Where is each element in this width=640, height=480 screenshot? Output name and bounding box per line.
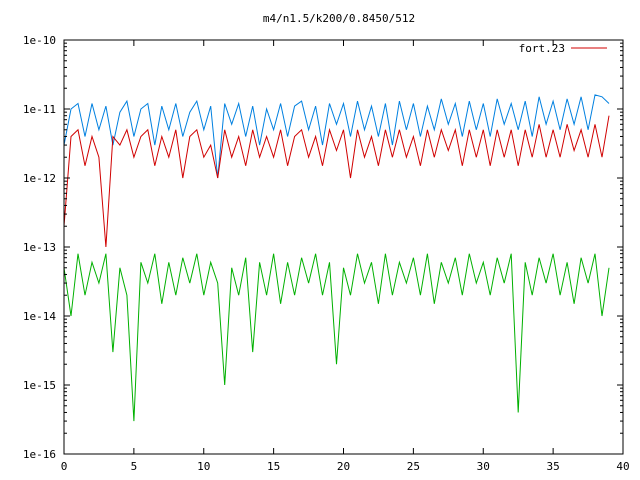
series-line-1 (63, 115, 610, 248)
y-tick-label: 1e-12 (23, 172, 56, 185)
legend-label: fort.23 (519, 42, 565, 55)
legend: fort.23 (519, 42, 607, 55)
chart-title: m4/n1.5/k200/0.8450/512 (263, 12, 415, 25)
series-line-0 (63, 94, 610, 179)
y-tick-label: 1e-14 (23, 310, 56, 323)
series-layer (63, 94, 610, 422)
series-line-2 (63, 253, 610, 422)
y-tick-label: 1e-13 (23, 241, 56, 254)
x-tick-label: 30 (477, 460, 490, 473)
x-tick-label: 5 (131, 460, 138, 473)
x-tick-label: 10 (197, 460, 210, 473)
y-tick-label: 1e-11 (23, 103, 56, 116)
x-tick-label: 0 (61, 460, 68, 473)
y-tick-label: 1e-15 (23, 379, 56, 392)
x-tick-label: 35 (547, 460, 560, 473)
y-tick-label: 1e-10 (23, 34, 56, 47)
x-tick-label: 25 (407, 460, 420, 473)
x-tick-label: 20 (337, 460, 350, 473)
axes-layer: 0 5 10 15 20 25 30 35 40 1e-16 1e-15 1e-14 1e-13 1e-1… (23, 34, 630, 473)
x-tick-label: 40 (616, 460, 629, 473)
x-tick-label: 15 (267, 460, 280, 473)
y-tick-label: 1e-16 (23, 448, 56, 461)
